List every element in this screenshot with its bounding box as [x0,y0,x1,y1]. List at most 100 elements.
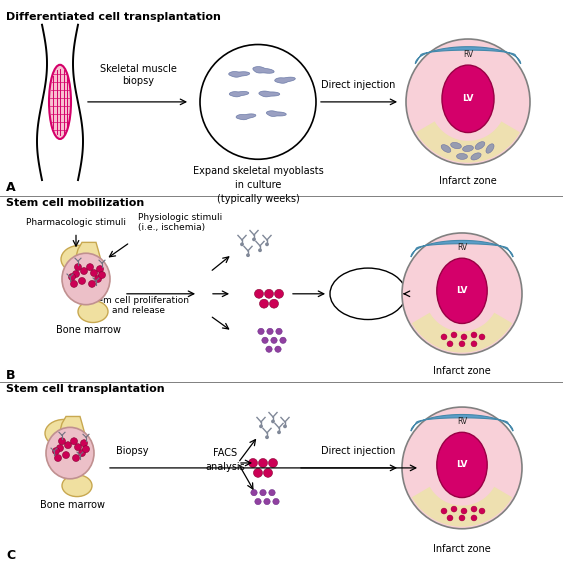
Circle shape [447,341,453,347]
Circle shape [254,289,263,298]
Text: Pharmacologic stimuli: Pharmacologic stimuli [26,218,126,227]
Circle shape [248,459,257,468]
Polygon shape [266,111,286,116]
Circle shape [461,508,467,514]
Text: Direct injection: Direct injection [321,446,395,456]
Ellipse shape [441,144,451,152]
Circle shape [83,446,90,452]
Text: Stem cell transplantation: Stem cell transplantation [6,384,164,394]
Text: RV: RV [457,243,467,252]
Text: Infarct zone: Infarct zone [439,176,497,186]
Circle shape [88,280,96,288]
Circle shape [275,289,284,298]
Text: C: C [6,549,15,562]
Ellipse shape [475,142,485,149]
Circle shape [273,499,279,505]
Ellipse shape [463,146,473,152]
Polygon shape [58,416,86,478]
Circle shape [78,450,86,456]
Ellipse shape [61,245,99,273]
Circle shape [260,490,266,496]
Circle shape [441,508,447,514]
Circle shape [258,328,264,334]
Circle shape [87,263,93,271]
Circle shape [275,346,281,352]
Circle shape [265,289,274,298]
Circle shape [262,337,268,343]
Circle shape [74,263,82,271]
Text: Infarct zone: Infarct zone [433,544,491,554]
Polygon shape [412,312,512,352]
Circle shape [471,341,477,347]
Circle shape [74,444,82,451]
Circle shape [270,299,279,308]
Ellipse shape [49,65,71,139]
Text: Stem cell proliferation
and release: Stem cell proliferation and release [87,296,189,315]
Ellipse shape [450,142,462,149]
Circle shape [447,515,453,521]
Text: FACS
analysis: FACS analysis [205,448,245,472]
Circle shape [260,299,269,308]
Circle shape [200,45,316,159]
Polygon shape [253,67,274,73]
Circle shape [55,455,61,461]
Circle shape [272,420,274,422]
Ellipse shape [437,258,487,324]
Circle shape [278,431,280,434]
Text: LV: LV [462,94,473,103]
Circle shape [91,270,97,276]
Circle shape [451,332,457,338]
Circle shape [259,249,261,252]
Text: RV: RV [457,417,467,426]
Circle shape [78,277,86,284]
Circle shape [253,238,255,241]
Circle shape [260,425,262,428]
Circle shape [241,243,243,245]
Text: Bone marrow: Bone marrow [56,325,120,336]
Circle shape [95,275,101,283]
Circle shape [280,337,286,343]
Ellipse shape [471,153,481,160]
Text: A: A [6,181,16,194]
Circle shape [269,459,278,468]
Text: Bone marrow: Bone marrow [39,500,105,509]
Circle shape [471,332,477,338]
Polygon shape [275,77,296,83]
Polygon shape [412,487,512,527]
Circle shape [258,459,267,468]
Circle shape [441,334,447,340]
Circle shape [461,334,467,340]
Polygon shape [229,72,250,77]
Polygon shape [411,240,513,257]
Text: LV: LV [456,460,468,469]
Ellipse shape [402,233,522,355]
Ellipse shape [486,144,494,153]
Text: Infarct zone: Infarct zone [433,366,491,376]
Ellipse shape [330,268,406,320]
Text: B: B [6,369,16,382]
Circle shape [73,455,79,461]
Ellipse shape [78,301,108,323]
Text: Direct injection: Direct injection [321,80,395,90]
Circle shape [59,438,65,444]
Circle shape [247,254,249,257]
Circle shape [266,436,268,438]
Circle shape [69,274,75,280]
Polygon shape [416,121,520,163]
Circle shape [62,452,69,459]
Circle shape [471,506,477,512]
Circle shape [266,243,268,245]
Polygon shape [415,47,521,64]
Text: Homing
signal(s): Homing signal(s) [347,279,389,302]
Circle shape [96,266,104,272]
Ellipse shape [46,428,94,479]
Circle shape [267,328,273,334]
Circle shape [479,334,485,340]
Ellipse shape [442,65,494,133]
Text: Differentiated cell transplantation: Differentiated cell transplantation [6,12,221,22]
Text: Expand skeletal myoblasts
in culture
(typically weeks): Expand skeletal myoblasts in culture (ty… [193,166,323,204]
Circle shape [271,337,277,343]
Polygon shape [74,243,102,303]
Text: Biopsy: Biopsy [116,446,148,456]
Text: Physiologic stimuli
(i.e., ischemia): Physiologic stimuli (i.e., ischemia) [138,213,222,232]
